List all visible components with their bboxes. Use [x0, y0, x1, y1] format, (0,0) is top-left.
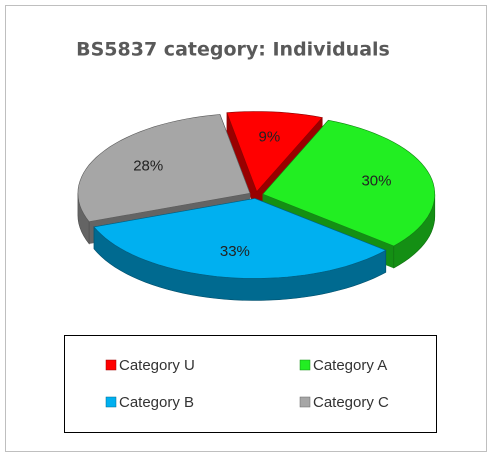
slice-label: 30%: [361, 172, 391, 189]
legend-label: Category A: [313, 357, 387, 374]
legend-swatch: [299, 396, 311, 408]
legend-label: Category U: [119, 357, 195, 374]
legend-swatch: [299, 359, 311, 371]
pie-slice: [226, 111, 323, 193]
chart-title: BS5837 category: Individuals: [76, 39, 390, 61]
legend-box: [64, 335, 437, 433]
slice-label: 33%: [220, 243, 250, 260]
legend-label: Category B: [119, 394, 194, 411]
pie-slice: [93, 198, 387, 279]
slice-label: 28%: [133, 157, 163, 174]
slice-label: 9%: [259, 128, 281, 145]
pie-slice: [77, 114, 251, 223]
legend-swatch: [105, 396, 117, 408]
legend-label: Category C: [313, 394, 389, 411]
pie-slice: [262, 119, 436, 247]
legend-swatch: [105, 359, 117, 371]
